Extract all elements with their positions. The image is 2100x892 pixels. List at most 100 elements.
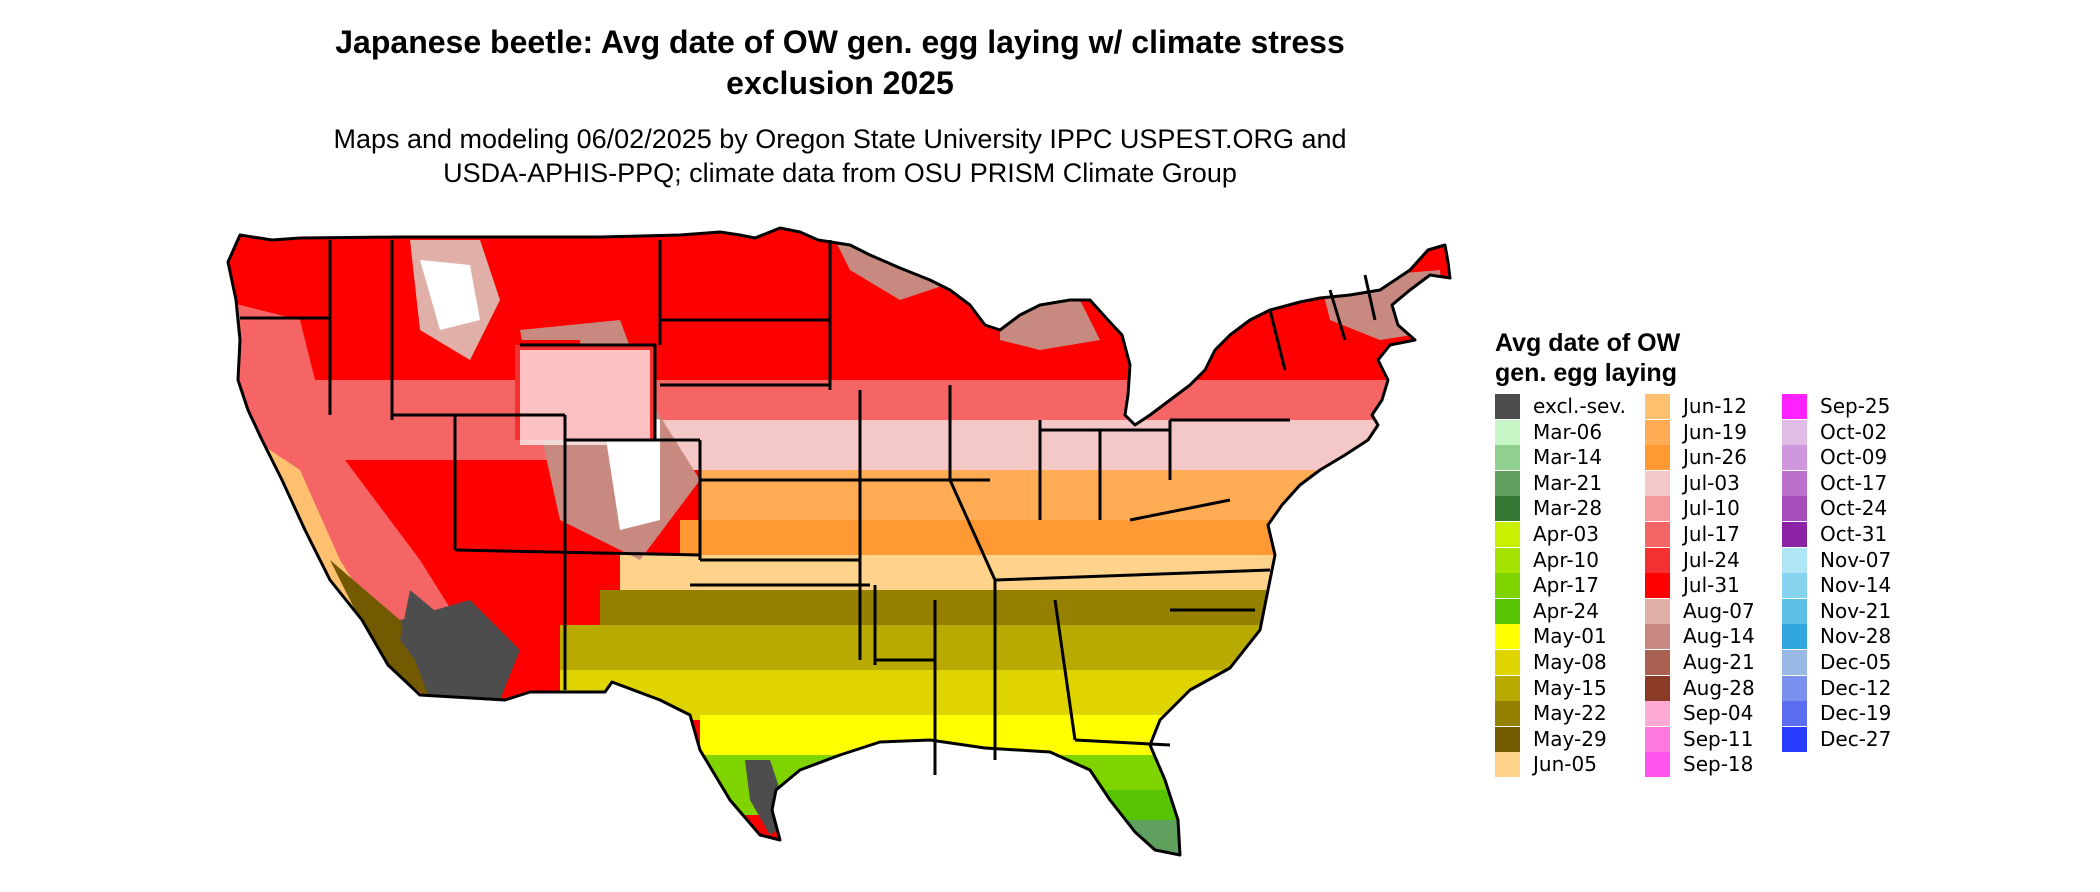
legend-swatch	[1645, 650, 1670, 675]
legend-swatch	[1645, 573, 1670, 599]
legend-label: Aug-21	[1683, 650, 1755, 674]
legend-swatch	[1782, 598, 1807, 624]
legend-label: Nov-14	[1820, 573, 1892, 598]
legend-label: Jul-24	[1683, 547, 1740, 572]
legend-item: Apr-03	[1495, 522, 1695, 547]
legend-item: Nov-28	[1782, 624, 1982, 650]
legend-swatch	[1645, 547, 1670, 573]
legend-label: Sep-25	[1820, 394, 1891, 418]
legend-swatch	[1645, 522, 1670, 547]
legend-item: Oct-31	[1782, 522, 1982, 547]
legend-item: Jul-31	[1645, 573, 1845, 599]
legend-item: May-15	[1495, 675, 1695, 701]
legend-swatch	[1782, 624, 1807, 650]
legend-label: May-29	[1533, 726, 1607, 751]
legend-item: excl.-sev.	[1495, 394, 1695, 419]
legend-item: Apr-24	[1495, 598, 1695, 624]
legend-item: Apr-10	[1495, 547, 1695, 573]
legend-item: Oct-17	[1782, 470, 1982, 496]
legend-swatch	[1645, 675, 1670, 701]
legend-item: Jun-05	[1495, 752, 1695, 778]
legend-swatch	[1495, 624, 1520, 650]
legend-label: Oct-31	[1820, 522, 1888, 546]
legend-swatch	[1782, 445, 1807, 471]
legend-label: May-22	[1533, 701, 1607, 726]
legend-swatch	[1645, 726, 1670, 752]
legend-swatch	[1782, 394, 1807, 419]
legend-label: Dec-12	[1820, 675, 1892, 700]
legend-item: May-22	[1495, 701, 1695, 727]
legend-item: Oct-09	[1782, 445, 1982, 471]
legend-item: Mar-21	[1495, 470, 1695, 496]
legend-item: Aug-21	[1645, 650, 1845, 675]
legend-item: Jul-10	[1645, 496, 1845, 522]
legend-item: Dec-12	[1782, 675, 1982, 701]
legend-swatch	[1645, 598, 1670, 624]
legend-swatch	[1645, 496, 1670, 522]
legend-label: Jun-05	[1533, 752, 1597, 777]
legend-label: Mar-21	[1533, 470, 1603, 495]
legend-swatch	[1495, 394, 1520, 419]
legend-label: Jul-10	[1683, 496, 1740, 521]
legend-item: Nov-21	[1782, 598, 1982, 624]
legend-item: Nov-14	[1782, 573, 1982, 599]
map-subtitle-line1: Maps and modeling 06/02/2025 by Oregon S…	[333, 124, 1347, 154]
legend-label: Sep-04	[1683, 701, 1754, 726]
map-title-line1: Japanese beetle: Avg date of OW gen. egg…	[335, 24, 1345, 60]
legend-swatch	[1782, 650, 1807, 675]
legend-swatch	[1782, 726, 1807, 752]
legend-label: Jun-26	[1683, 445, 1747, 470]
legend-label: Jun-19	[1683, 419, 1747, 444]
legend-swatch	[1495, 701, 1520, 727]
legend-swatch	[1495, 445, 1520, 471]
legend-swatch	[1495, 522, 1520, 547]
legend-label: Sep-11	[1683, 726, 1754, 751]
legend-swatch	[1495, 598, 1520, 624]
legend-swatch	[1495, 726, 1520, 752]
legend-swatch	[1495, 573, 1520, 599]
legend-label: May-08	[1533, 650, 1607, 674]
legend-item: Aug-14	[1645, 624, 1845, 650]
legend-swatch	[1645, 394, 1670, 419]
legend-swatch	[1782, 701, 1807, 727]
legend-swatch	[1495, 675, 1520, 701]
legend-label: Nov-07	[1820, 547, 1892, 572]
legend-item: May-01	[1495, 624, 1695, 650]
legend-item: Jun-26	[1645, 445, 1845, 471]
legend-swatch	[1495, 547, 1520, 573]
legend-title: Avg date of OW gen. egg laying	[1495, 328, 1795, 388]
legend-item: Mar-28	[1495, 496, 1695, 522]
legend-label: Oct-17	[1820, 470, 1888, 495]
legend-label: Apr-03	[1533, 522, 1599, 546]
legend-label: Jul-17	[1683, 522, 1740, 546]
legend-label: Aug-07	[1683, 598, 1755, 623]
legend-swatch	[1495, 650, 1520, 675]
legend-item: Aug-28	[1645, 675, 1845, 701]
legend-label: Aug-14	[1683, 624, 1755, 649]
legend-item: Jul-24	[1645, 547, 1845, 573]
legend-swatch	[1495, 419, 1520, 445]
legend-item: Apr-17	[1495, 573, 1695, 599]
legend-swatch	[1782, 573, 1807, 599]
map-title-line2: exclusion 2025	[726, 65, 954, 101]
legend-label: Mar-06	[1533, 419, 1603, 444]
legend-label: Nov-28	[1820, 624, 1892, 649]
legend-item: May-29	[1495, 726, 1695, 752]
legend-label: Dec-19	[1820, 701, 1892, 726]
legend-item: Dec-27	[1782, 726, 1982, 752]
legend-item: Jun-19	[1645, 419, 1845, 445]
legend-swatch	[1645, 445, 1670, 471]
legend-label: Dec-27	[1820, 726, 1892, 751]
legend-item: Oct-24	[1782, 496, 1982, 522]
legend-label: Mar-28	[1533, 496, 1603, 521]
legend-swatch	[1782, 496, 1807, 522]
legend-label: Oct-09	[1820, 445, 1888, 470]
legend-swatch	[1495, 752, 1520, 778]
map-subtitle-line2: USDA-APHIS-PPQ; climate data from OSU PR…	[443, 158, 1237, 188]
legend-title-line1: Avg date of OW	[1495, 329, 1681, 357]
legend-swatch	[1782, 419, 1807, 445]
legend-item: Nov-07	[1782, 547, 1982, 573]
legend-label: Aug-28	[1683, 675, 1755, 700]
legend-label: Jun-12	[1683, 394, 1747, 418]
